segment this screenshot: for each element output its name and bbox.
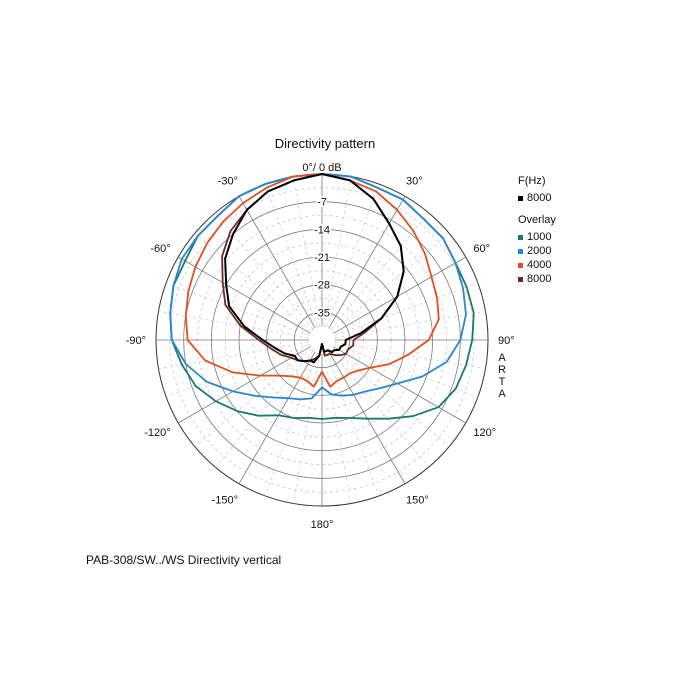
angle-label: -30° — [218, 176, 238, 188]
legend-swatch — [518, 276, 523, 282]
grid-spoke — [215, 212, 314, 330]
series-layer — [169, 173, 475, 420]
grid-spoke — [324, 176, 352, 327]
radial-tick-label: -21 — [314, 252, 330, 264]
grid-spoke — [330, 350, 429, 468]
grid-spoke — [215, 350, 314, 468]
chart-title: Directivity pattern — [274, 136, 376, 151]
watermark-letter: R — [498, 364, 506, 376]
legend-item-overlay: 4000 — [518, 258, 556, 272]
angle-label: -120° — [144, 427, 170, 439]
legend-item-main: 8000 — [518, 191, 556, 205]
legend-item-overlay: 8000 — [518, 272, 556, 286]
grid-spoke — [330, 212, 429, 330]
legend: F(Hz) 8000 Overlay 1000 2000 4000 8000 — [518, 175, 556, 286]
angle-label: -90° — [126, 335, 146, 347]
legend-swatch — [518, 195, 523, 201]
grid-spoke — [165, 282, 310, 336]
grid-spoke — [264, 352, 318, 497]
grid-spoke — [194, 233, 312, 332]
grid-spoke — [326, 352, 380, 497]
series-line-2000 — [169, 173, 467, 401]
watermark-letter: A — [498, 352, 506, 364]
legend-swatch — [518, 248, 523, 254]
grid-spoke — [178, 256, 311, 334]
grid-spoke — [328, 196, 406, 329]
grid-spoke — [238, 196, 316, 329]
angle-label: 30° — [406, 176, 423, 188]
grid-spoke — [178, 346, 311, 424]
angle-label: -150° — [212, 494, 238, 506]
angle-label: 120° — [473, 427, 496, 439]
radial-tick-label: -28 — [314, 280, 330, 292]
series-line-4000 — [184, 173, 440, 388]
grid-spoke — [334, 282, 479, 336]
watermark-letter: T — [498, 376, 506, 388]
zero-db-label: 0°/ 0 dB — [302, 162, 341, 174]
grid-spoke — [158, 310, 309, 338]
legend-label: 8000 — [527, 192, 552, 204]
grid-spoke — [334, 344, 479, 398]
grid-spoke — [332, 348, 450, 447]
grid-spoke — [158, 342, 309, 370]
legend-label: 8000 — [527, 273, 552, 285]
angle-label: 60° — [473, 243, 490, 255]
legend-main-header: F(Hz) — [518, 175, 546, 187]
legend-label: 2000 — [527, 245, 552, 257]
grid-spoke — [333, 256, 466, 334]
radial-tick-label: -7 — [317, 197, 327, 209]
chart-caption: PAB-308/SW../WS Directivity vertical — [86, 553, 282, 567]
grid-spoke — [333, 346, 466, 424]
grid-spoke — [326, 183, 380, 328]
angle-label: 150° — [406, 494, 429, 506]
legend-swatch — [518, 262, 523, 268]
legend-item-overlay: 1000 — [518, 230, 556, 244]
watermark-letter: A — [498, 388, 506, 400]
grid-spoke — [264, 183, 318, 328]
grid-spoke — [292, 353, 320, 504]
series-line-8000 — [224, 173, 405, 364]
radial-tick-label: -14 — [314, 224, 330, 236]
grid-spoke — [332, 233, 450, 332]
angle-label: 90° — [498, 335, 515, 347]
legend-swatch — [518, 234, 523, 240]
grid-ring — [307, 325, 337, 355]
grid-spoke — [324, 353, 352, 504]
grid-spoke — [335, 342, 486, 370]
axis-labels: -7 -14 -21 -28 -35 0°/ 0 dB -30° 30° -60° 60° -90°… — [126, 162, 515, 531]
grid-spoke — [238, 351, 316, 484]
grid-spoke — [194, 348, 312, 447]
angle-label: -60° — [150, 243, 170, 255]
legend-label: 1000 — [527, 231, 552, 243]
legend-item-overlay: 2000 — [518, 244, 556, 258]
grid-spoke — [292, 176, 320, 327]
legend-label: 4000 — [527, 259, 552, 271]
angle-label: 180° — [311, 519, 334, 531]
radial-tick-label: -35 — [314, 307, 330, 319]
legend-overlay-header: Overlay — [518, 214, 556, 226]
